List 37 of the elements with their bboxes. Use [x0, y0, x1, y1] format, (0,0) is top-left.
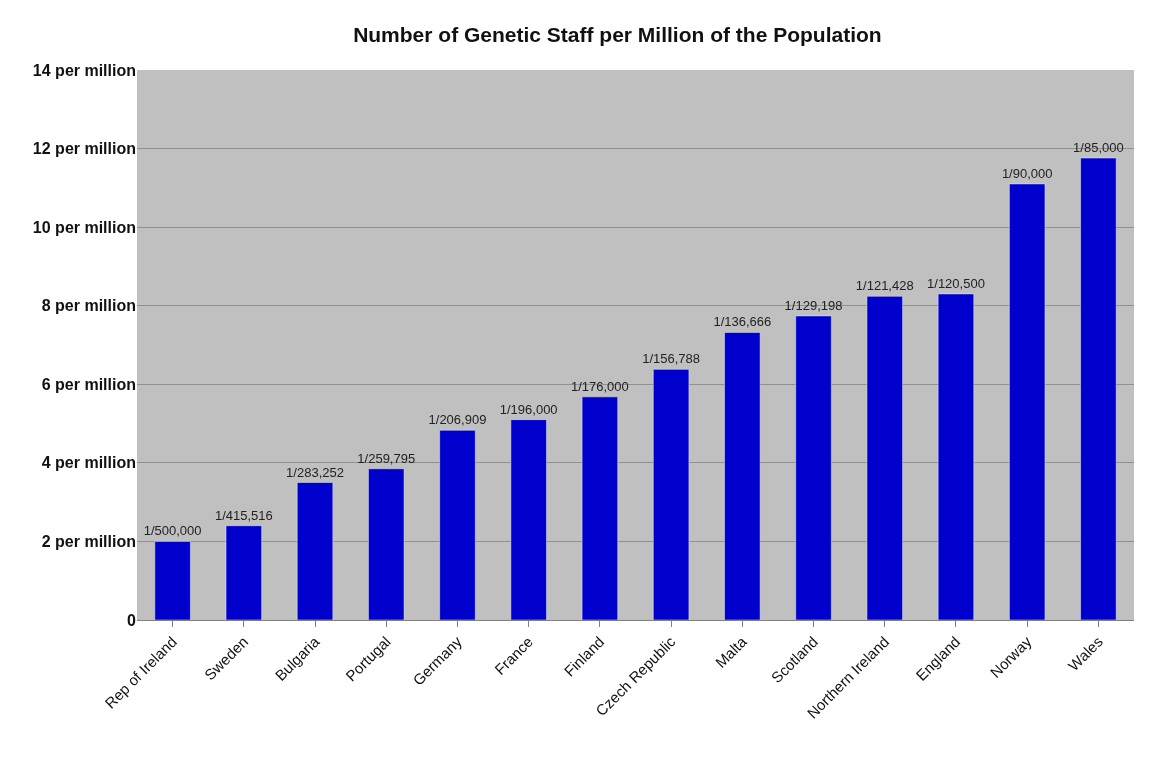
- bar: [154, 541, 191, 620]
- bar: [795, 315, 832, 620]
- data-label: 1/121,428: [855, 278, 914, 294]
- bar: [937, 293, 975, 620]
- data-label: 1/415,516: [214, 507, 273, 523]
- data-label: 1/206,909: [428, 412, 487, 428]
- data-label: 1/129,198: [784, 297, 843, 313]
- y-tick-label: 6 per million: [41, 375, 136, 393]
- data-label: 1/136,666: [713, 314, 772, 330]
- data-label: 1/85,000: [1073, 140, 1124, 155]
- data-label: 1/90,000: [1001, 165, 1053, 181]
- data-label: 1/196,000: [499, 401, 558, 417]
- bar: [439, 430, 476, 620]
- bar: [225, 525, 262, 620]
- y-tick-label: 14 per million: [32, 61, 136, 79]
- data-label: 1/259,795: [357, 450, 416, 466]
- y-tick-label: 8 per million: [41, 297, 136, 315]
- data-label: 1/176,000: [570, 378, 629, 394]
- bar: [866, 296, 903, 620]
- bar: [1080, 157, 1117, 620]
- y-tick-label: 12 per million: [32, 140, 136, 158]
- data-label: 1/156,788: [642, 351, 701, 367]
- y-tick-label: 10 per million: [32, 218, 136, 236]
- data-label: 1/500,000: [143, 523, 202, 539]
- bar: [368, 468, 405, 620]
- bar: [724, 332, 761, 620]
- y-tick-label: 0: [127, 611, 137, 629]
- data-label: 1/283,252: [286, 464, 344, 480]
- chart-title: Number of Genetic Staff per Million of the Population: [353, 22, 882, 46]
- bar: [581, 396, 618, 620]
- bar: [296, 482, 334, 620]
- y-tick-label: 4 per million: [41, 454, 136, 472]
- bar: [1009, 183, 1046, 620]
- bar: [653, 369, 690, 620]
- data-label: 1/120,500: [927, 275, 985, 291]
- y-tick-label: 2 per million: [41, 533, 136, 551]
- bar: [510, 419, 547, 620]
